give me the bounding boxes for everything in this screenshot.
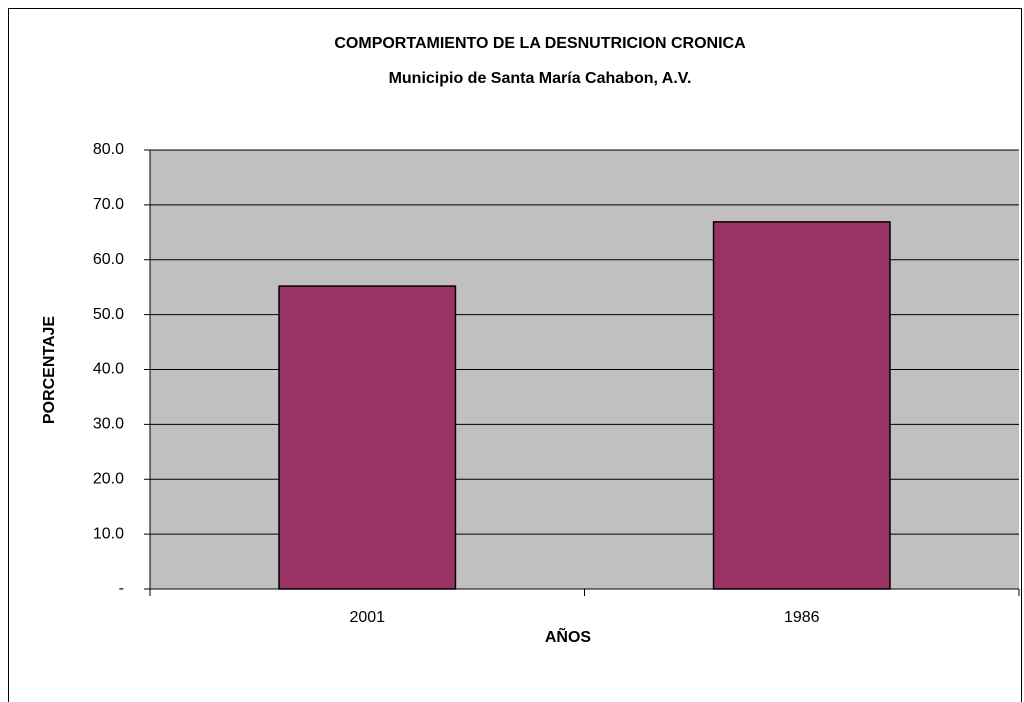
chart-title: COMPORTAMIENTO DE LA DESNUTRICION CRONIC… <box>334 35 746 52</box>
y-tick-label: 20.0 <box>93 470 124 487</box>
y-tick-label: 30.0 <box>93 416 124 433</box>
bar <box>278 285 457 590</box>
y-tick-label: 60.0 <box>93 251 124 268</box>
y-tick-label: - <box>119 580 124 597</box>
y-tick-label: 40.0 <box>93 361 124 378</box>
y-axis-label: PORCENTAJE <box>41 316 58 424</box>
x-axis-label: AÑOS <box>545 626 592 646</box>
y-tick-label: 80.0 <box>93 141 124 158</box>
y-tick-label: 70.0 <box>93 196 124 213</box>
x-tick-label: 2001 <box>349 609 385 626</box>
bar <box>712 221 891 590</box>
y-tick-label: 50.0 <box>93 306 124 323</box>
chart-subtitle: Municipio de Santa María Cahabon, A.V. <box>389 70 692 87</box>
x-tick-label: 1986 <box>784 609 820 626</box>
y-tick-label: 10.0 <box>93 525 124 542</box>
